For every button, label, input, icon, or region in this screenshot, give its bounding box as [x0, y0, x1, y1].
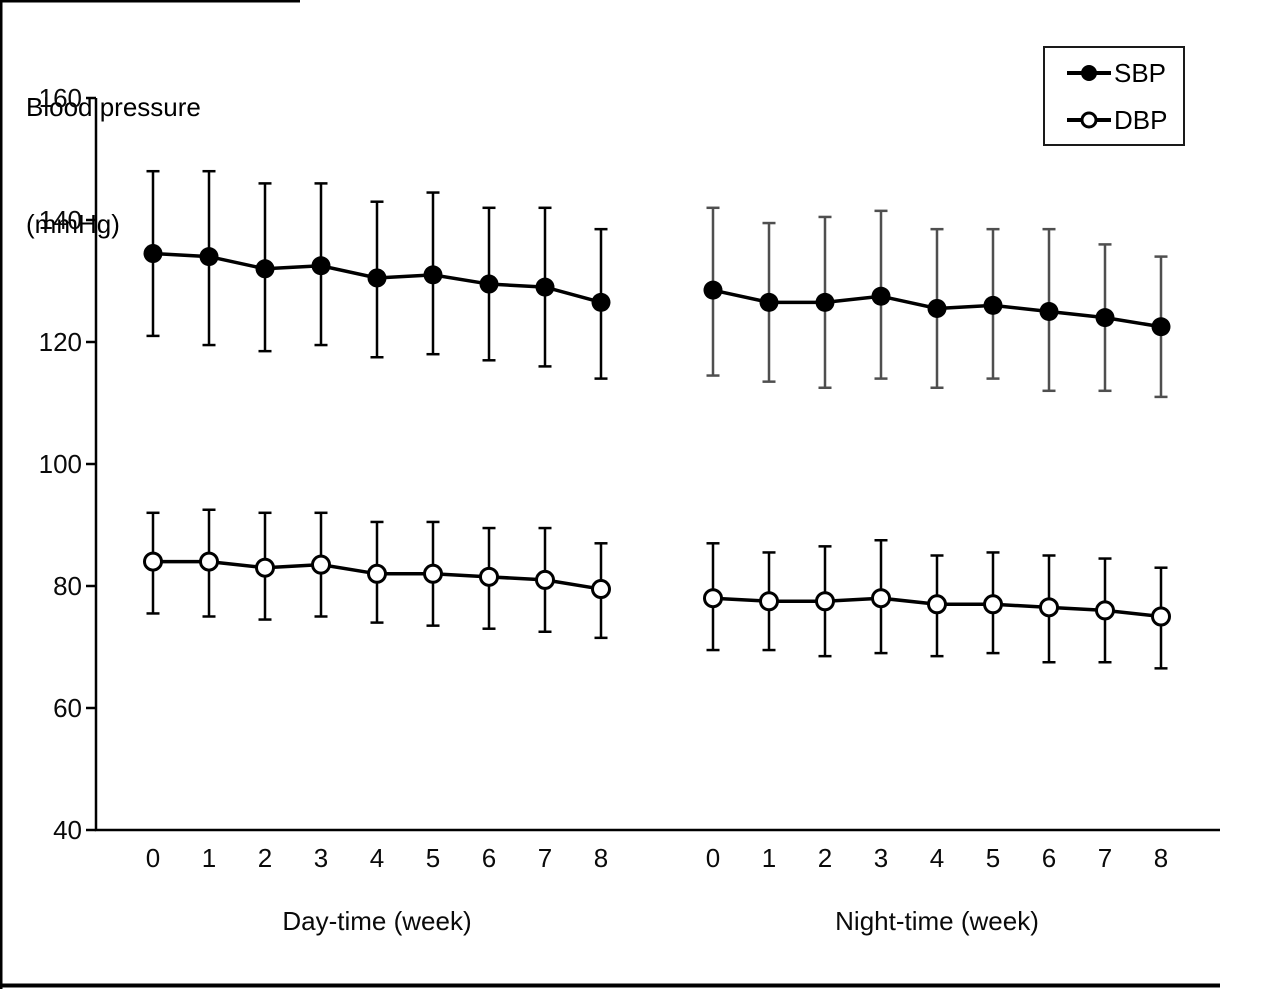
sbp-marker-icon: [1067, 65, 1111, 81]
svg-text:8: 8: [594, 843, 608, 873]
y-axis-title: Blood pressure (mmHg): [26, 10, 201, 322]
svg-text:7: 7: [1098, 843, 1112, 873]
legend-label-sbp: SBP: [1114, 57, 1167, 88]
y-axis-title-line2: (mmHg): [26, 209, 120, 239]
svg-text:0: 0: [146, 843, 160, 873]
svg-text:Night-time (week): Night-time (week): [835, 906, 1039, 936]
dbp-marker-icon: [1067, 111, 1111, 129]
svg-text:60: 60: [53, 693, 82, 723]
legend-item-sbp: SBP: [1065, 58, 1166, 88]
svg-text:4: 4: [930, 843, 944, 873]
legend: SBP DBP: [1043, 46, 1185, 146]
svg-text:2: 2: [818, 843, 832, 873]
svg-text:120: 120: [39, 327, 82, 357]
svg-text:Day-time (week): Day-time (week): [282, 906, 471, 936]
svg-text:4: 4: [370, 843, 384, 873]
svg-text:7: 7: [538, 843, 552, 873]
legend-label-dbp: DBP: [1114, 104, 1168, 135]
svg-text:1: 1: [762, 843, 776, 873]
svg-text:2: 2: [258, 843, 272, 873]
svg-text:5: 5: [986, 843, 1000, 873]
svg-text:0: 0: [706, 843, 720, 873]
y-axis-title-line1: Blood pressure: [26, 92, 201, 122]
svg-text:3: 3: [874, 843, 888, 873]
legend-item-dbp: DBP: [1065, 105, 1167, 135]
svg-text:6: 6: [1042, 843, 1056, 873]
svg-text:3: 3: [314, 843, 328, 873]
svg-text:1: 1: [202, 843, 216, 873]
svg-text:6: 6: [482, 843, 496, 873]
svg-text:5: 5: [426, 843, 440, 873]
svg-text:40: 40: [53, 815, 82, 845]
svg-text:8: 8: [1154, 843, 1168, 873]
svg-text:100: 100: [39, 449, 82, 479]
svg-text:140: 140: [39, 205, 82, 235]
svg-text:80: 80: [53, 571, 82, 601]
svg-text:160: 160: [39, 83, 82, 113]
